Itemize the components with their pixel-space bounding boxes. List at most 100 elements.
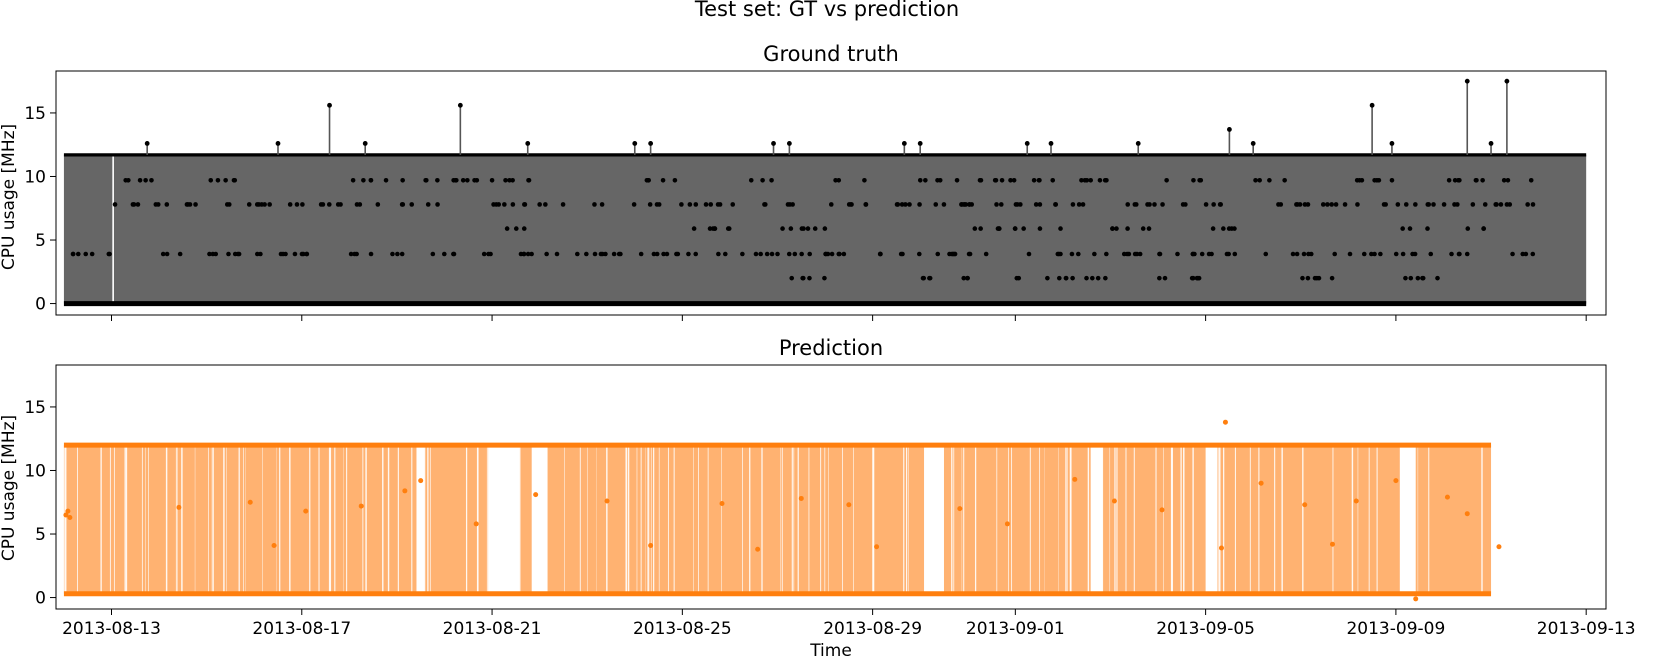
level-point: [489, 177, 495, 183]
spike-point: [457, 102, 463, 108]
spike-point: [275, 141, 281, 146]
level-point: [703, 202, 709, 207]
scatter-point: [358, 503, 364, 509]
level-point: [1056, 275, 1062, 281]
level-point: [1428, 251, 1434, 257]
level-point: [1305, 275, 1311, 281]
level-point: [223, 177, 228, 183]
scatter-point: [1413, 596, 1419, 602]
level-point: [226, 251, 231, 257]
level-point: [1162, 275, 1168, 281]
level-point: [177, 251, 183, 257]
level-point: [1449, 251, 1454, 257]
level-point: [1079, 177, 1084, 183]
level-point: [107, 251, 112, 257]
level-point: [1295, 202, 1300, 207]
level-point: [672, 177, 678, 183]
scatter-point: [604, 498, 610, 504]
scatter-point: [1004, 521, 1010, 527]
y-tick-label: 5: [35, 231, 46, 251]
level-point: [1037, 202, 1043, 207]
level-point: [753, 251, 759, 257]
level-point: [788, 226, 794, 231]
level-point: [465, 177, 470, 183]
series-gap: [924, 443, 944, 596]
level-point: [715, 202, 721, 207]
level-point: [916, 251, 922, 257]
level-point: [1226, 251, 1231, 257]
level-point: [1070, 202, 1076, 207]
level-point: [1403, 202, 1409, 207]
scatter-point: [648, 542, 654, 548]
spike-point: [648, 141, 654, 146]
level-point: [1426, 202, 1432, 207]
level-point: [1452, 177, 1458, 183]
level-point: [137, 177, 143, 183]
level-point: [1221, 226, 1226, 231]
level-point: [748, 177, 754, 183]
level-point: [1210, 226, 1216, 231]
spike-point: [1135, 141, 1141, 146]
level-point: [522, 202, 527, 207]
level-point: [1125, 202, 1131, 207]
level-point: [1209, 251, 1214, 257]
level-point: [1435, 275, 1440, 281]
level-point: [822, 275, 827, 281]
x-tick-label: 2013-09-05: [1156, 619, 1255, 639]
level-point: [1446, 177, 1452, 183]
prediction-ylabel: CPU usage [MHz]: [0, 415, 19, 561]
level-point: [1045, 275, 1050, 281]
level-point: [769, 251, 775, 257]
level-point: [1282, 177, 1287, 183]
level-point: [664, 251, 670, 257]
level-point: [760, 177, 765, 183]
level-point: [1403, 275, 1408, 281]
level-point: [1137, 251, 1143, 257]
scatter-point: [1353, 498, 1359, 504]
level-point: [1199, 251, 1205, 257]
level-point: [807, 251, 813, 257]
level-point: [899, 202, 905, 207]
scatter-point: [533, 492, 539, 498]
level-point: [513, 226, 519, 231]
level-point: [611, 251, 617, 257]
level-point: [301, 251, 306, 257]
level-point: [474, 177, 480, 183]
level-point: [1441, 202, 1447, 207]
level-point: [654, 251, 660, 257]
scatter-point: [1464, 511, 1470, 517]
level-point: [584, 251, 589, 257]
level-point: [1157, 251, 1162, 257]
spike-point: [917, 141, 923, 146]
level-point: [1400, 251, 1406, 257]
level-point: [972, 226, 978, 231]
level-point: [502, 202, 507, 207]
level-point: [1180, 202, 1186, 207]
spike-point: [771, 141, 776, 146]
level-point: [1088, 177, 1094, 183]
level-point: [878, 251, 883, 257]
level-point: [1455, 202, 1460, 207]
level-point: [361, 177, 366, 183]
level-point: [994, 202, 999, 207]
spike-point: [786, 141, 792, 146]
level-point: [959, 202, 964, 207]
scatter-point: [1159, 507, 1165, 513]
level-point: [70, 251, 76, 257]
series-texture: [64, 445, 1483, 594]
prediction-title: Prediction: [779, 336, 883, 360]
level-point: [126, 177, 131, 183]
level-point: [1520, 251, 1526, 257]
scatter-point: [402, 488, 408, 494]
level-point: [1456, 177, 1461, 183]
level-point: [651, 251, 657, 257]
level-point: [686, 251, 691, 257]
level-point: [354, 202, 360, 207]
level-point: [1164, 177, 1169, 183]
level-point: [1124, 251, 1130, 257]
level-point: [1195, 275, 1201, 281]
series-gap: [531, 443, 548, 596]
x-tick-label: 2013-08-25: [633, 619, 732, 639]
level-point: [75, 251, 81, 257]
level-point: [554, 251, 560, 257]
